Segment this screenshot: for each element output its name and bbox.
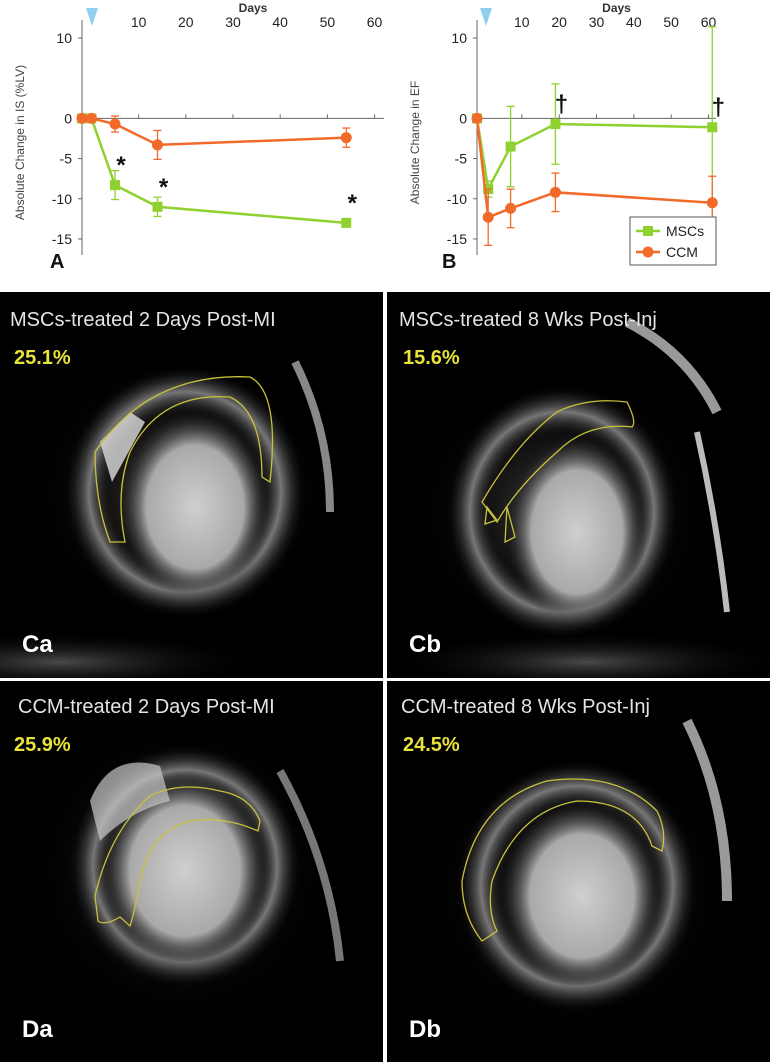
marker [706,197,718,209]
point-label: † [712,94,725,121]
x-axis-label: Days [239,1,268,15]
y-tick-label: 0 [459,110,467,126]
mri-panel: CCM-treated 2 Days Post-MI 25.9% Da [0,681,383,1062]
panel-value: 25.1% [14,347,71,369]
marker [152,201,163,212]
y-tick-label: 0 [64,110,72,126]
x-tick-label: 10 [131,14,147,30]
series-line [475,118,713,219]
marker [482,211,494,223]
legend-marker [643,226,653,236]
panel-title: CCM-treated 2 Days Post-MI [18,696,275,718]
y-tick-label: -5 [60,151,73,167]
mri-panel: CCM-treated 8 Wks Post-Inj 24.5% Db [387,681,770,1062]
point-label: * [348,190,358,217]
y-axis-label: Absolute Change in EF [408,81,422,204]
x-tick-label: 20 [551,14,567,30]
y-tick-label: -15 [447,231,467,247]
panel-value: 25.9% [14,734,71,756]
marker [76,112,88,124]
mri-image: MSCs-treated 2 Days Post-MI 25.1% Ca [0,309,334,678]
panel-label: Db [409,1016,441,1043]
legend-label: CCM [666,244,698,260]
x-tick-label: 40 [272,14,288,30]
x-tick-label: 50 [663,14,679,30]
y-tick-label: -15 [52,231,72,247]
panel-title: MSCs-treated 2 Days Post-MI [10,309,276,331]
injection-arrow [86,8,98,26]
y-tick-label: -5 [455,151,468,167]
panel-label: A [50,251,64,273]
x-tick-label: 60 [701,14,717,30]
x-tick-label: 30 [225,14,241,30]
mri-image: CCM-treated 2 Days Post-MI 25.9% Da [14,696,344,1043]
y-tick-label: 10 [451,30,467,46]
legend [629,216,717,266]
x-tick-label: 50 [320,14,336,30]
panel-value: 15.6% [403,347,460,369]
mri-panel: MSCs-treated 8 Wks Post-Inj 15.6% Cb [387,292,770,678]
point-label: * [116,152,126,179]
marker [505,202,517,214]
panel-label: Da [22,1016,53,1043]
marker [341,217,352,228]
panel-title: MSCs-treated 8 Wks Post-Inj [399,309,657,331]
marker [152,139,163,151]
marker [85,112,97,124]
x-axis-label: Days [602,1,631,15]
x-tick-label: 10 [514,14,530,30]
series-line [475,118,713,194]
x-tick-label: 30 [589,14,605,30]
point-label: † [555,91,568,118]
marker [109,118,121,130]
panel-title: CCM-treated 8 Wks Post-Inj [401,696,650,718]
mri-image: MSCs-treated 8 Wks Post-Inj 15.6% Cb [387,309,770,678]
y-axis-label: Absolute Change in IS (%LV) [13,65,27,220]
marker [110,180,121,191]
x-tick-label: 60 [367,14,383,30]
marker [505,141,516,152]
injection-arrow [480,8,492,26]
marker [471,112,483,124]
mri-panel: MSCs-treated 2 Days Post-MI 25.1% Ca [0,292,383,678]
panel-label: Ca [22,631,53,658]
x-tick-label: 20 [178,14,194,30]
series-line [82,117,347,147]
legend-marker [642,246,654,258]
charts: Days Absolute Change in IS (%LV) A 10 20 30 40… [13,1,725,273]
point-label: * [159,174,169,201]
mri-image: CCM-treated 8 Wks Post-Inj 24.5% Db [401,696,732,1043]
y-tick-label: -10 [447,191,467,207]
marker [707,122,718,133]
legend-label: MSCs [666,223,704,239]
marker [340,132,352,144]
marker [550,119,561,130]
marker [549,186,561,198]
y-tick-label: -10 [52,191,72,207]
x-tick-label: 40 [626,14,642,30]
panel-label: B [442,251,456,273]
panel-label: Cb [409,631,441,658]
y-tick-label: 10 [56,30,72,46]
panel-value: 24.5% [403,734,460,756]
